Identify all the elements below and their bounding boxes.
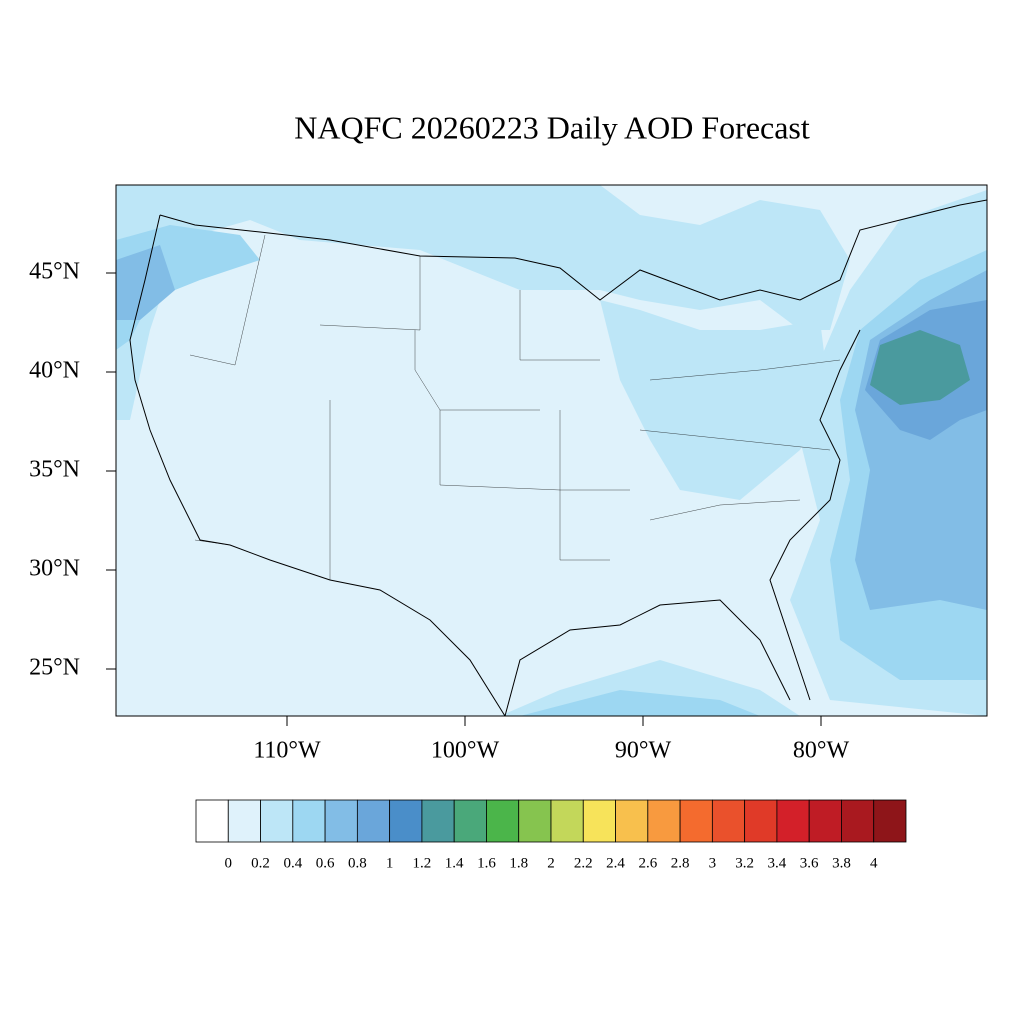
color-box (550, 799, 584, 843)
colorbar-label: 3.4 (768, 855, 787, 871)
colorbar-label: 1 (386, 855, 394, 871)
color-box (808, 799, 842, 843)
color-box (292, 799, 326, 843)
colorbar-label: 4 (870, 855, 878, 871)
colorbar-label: 1.8 (509, 855, 528, 871)
color-box (486, 799, 520, 843)
color-box (582, 799, 616, 843)
color-box (711, 799, 746, 843)
aod-field (116, 185, 987, 716)
lat-tick-label: 40°N (29, 358, 80, 384)
lat-tick-label: 25°N (29, 655, 80, 681)
colorbar-label: 0.6 (316, 855, 335, 871)
color-box (227, 799, 261, 843)
colorbar-label: 1.2 (413, 855, 432, 871)
color-box (260, 799, 294, 843)
colorbar-label: 2.4 (606, 855, 625, 871)
color-box (324, 799, 358, 843)
colorbar-label: 0.4 (283, 855, 302, 871)
color-box (421, 799, 455, 843)
color-box (647, 799, 681, 843)
colorbar-label: 0 (225, 855, 233, 871)
colorbar-label: 3.6 (800, 855, 819, 871)
lat-tick-label: 45°N (29, 259, 80, 285)
colorbar-label: 3.8 (832, 855, 851, 871)
colorbar-label: 2.6 (638, 855, 657, 871)
color-box (195, 799, 229, 843)
colorbar-label: 0.2 (251, 855, 270, 871)
colorbar-label: 0.8 (348, 855, 367, 871)
color-box (841, 799, 875, 843)
color-box (356, 799, 391, 843)
lon-tick-label: 100°W (431, 738, 500, 764)
lon-tick-label: 80°W (793, 738, 850, 764)
color-box (873, 799, 907, 843)
lon-tick-label: 110°W (253, 738, 321, 764)
color-box (744, 799, 778, 843)
color-box (679, 799, 713, 843)
colorbar-label: 3.2 (735, 855, 754, 871)
color-box (453, 799, 487, 843)
color-box (389, 799, 423, 843)
colorbar-label: 2.2 (574, 855, 593, 871)
colorbar-label: 2 (547, 855, 555, 871)
lat-tick-label: 35°N (29, 457, 80, 483)
map-frame (115, 184, 988, 717)
colorbar-label: 2.8 (671, 855, 690, 871)
colorbar-label: 1.4 (445, 855, 464, 871)
color-box (518, 799, 552, 843)
color-box (776, 799, 810, 843)
lon-tick-label: 90°W (615, 738, 672, 764)
color-box (615, 799, 649, 843)
lat-tick-label: 30°N (29, 556, 80, 582)
colorbar-label: 3 (709, 855, 717, 871)
title: NAQFC 20260223 Daily AOD Forecast (294, 109, 810, 145)
colorbar-label: 1.6 (477, 855, 496, 871)
